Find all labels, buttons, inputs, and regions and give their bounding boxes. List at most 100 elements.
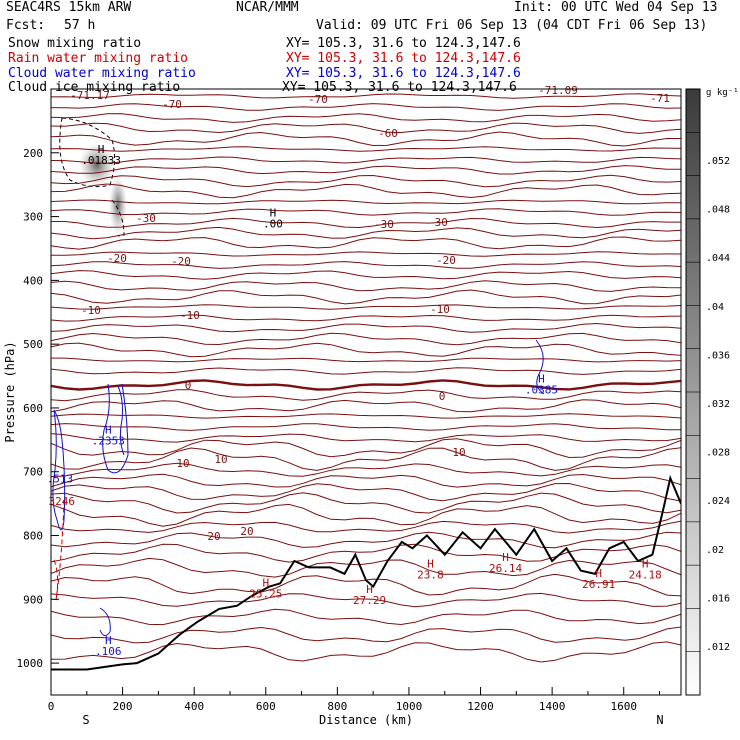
temperature-contour [51,270,681,280]
y-tick-label: 600 [23,402,43,415]
cloud-water-max-marker: H [105,423,112,436]
temperature-contour [51,113,681,123]
y-tick-label: 1000 [17,657,44,670]
temperature-contour [51,314,681,322]
rain-max-marker: H [366,583,373,596]
temperature-label: -30 [136,212,156,225]
plot-frame [50,88,682,696]
temperature-contour [51,503,681,527]
temperature-contour [51,122,681,134]
snow-max-marker: H [270,207,277,220]
field-label-cloud-water: Cloud water mixing ratio [8,66,196,81]
colorbar-tick-label: .044 [706,253,730,264]
snow-max-value: .01833 [81,154,121,167]
terrain-line [51,474,681,671]
temperature-contour [51,280,681,292]
y-tick-label: 900 [23,593,43,606]
temperature-contour [51,399,681,413]
temperature-label: -30 [428,216,448,229]
x-tick-label: 1400 [539,700,566,713]
temperature-contour [51,482,681,502]
temperature-contour [51,531,681,549]
temperature-contour [51,626,681,644]
temperature-contour [51,462,681,478]
temperature-label: -20 [436,254,456,267]
center-title: NCAR/MMM [236,0,299,15]
y-tick-label: 500 [23,338,43,351]
cloud-water-contour [535,339,545,395]
temperature-contour [51,592,681,608]
x-tick-label: 1600 [610,700,637,713]
snow-max-marker: H [98,143,105,156]
temperature-contour [51,433,681,443]
rain-max-value: 3246 [48,495,75,508]
cloud-water-max-marker: H [538,372,545,385]
temperature-label: 0 [185,379,192,392]
x-tick-label: 1000 [396,700,423,713]
x-axis-title: Distance (km) [319,713,413,727]
cloud-water-contour [102,383,129,474]
rain-max-value: 26.91 [582,578,615,591]
forecast-hours: 57 h [64,18,96,33]
temperature-label: -20 [171,255,191,268]
temperature-label: -70 [308,93,328,106]
rain-max-marker: H [262,577,269,590]
colorbar-tick-label: .016 [706,593,730,604]
temperature-contour [51,342,681,358]
colorbar-tick-label: .028 [706,448,730,459]
temperature-label: -30 [374,218,394,231]
temperature-label: -60 [378,127,398,140]
colorbar-tick-label: .024 [706,496,730,507]
temperature-contour [51,183,681,199]
temperature-label: -71.09 [538,84,578,97]
temperature-contour [51,379,681,391]
temperature-contour [51,131,681,147]
temperature-label: -10 [430,303,450,316]
temperature-contour [51,289,681,305]
temperature-contour [51,641,681,663]
temperature-contour [51,543,681,563]
y-axis-title: Pressure (hPa) [3,341,17,442]
temperature-label: -70 [162,98,182,111]
y-tick-label: 800 [23,530,43,543]
temperature-contour [51,423,681,431]
temperature-label: -71 [650,92,670,105]
y-tick-label: 700 [23,466,43,479]
cloud-ice-contour [59,117,116,188]
temperature-contour [51,156,681,164]
cloud-water-contour [117,385,125,456]
temperature-label: 20 [207,530,220,543]
x-tick-label: 1200 [467,700,494,713]
rain-max-marker: H [642,557,649,570]
rain-water-contour [55,499,65,601]
rain-max-value: 27.29 [353,594,386,607]
temperature-contour [51,438,681,459]
field-xy-snow: XY= 105.3, 31.6 to 124.3,147.6 [286,36,521,51]
field-xy-rain: XY= 105.3, 31.6 to 124.3,147.6 [286,51,521,66]
temperature-contour [51,208,681,216]
temperature-contour [51,217,681,229]
init-time: Init: 00 UTC Wed 04 Sep 13 [514,0,718,15]
rain-max-value: 26.14 [489,562,522,575]
temperature-contour [51,608,681,626]
temperature-contour [51,447,681,471]
temperature-label: 10 [452,446,465,459]
field-xy-cloud-ice: XY= 105.3, 31.6 to 124.3,147.6 [282,80,517,95]
temperature-label: -10 [81,304,101,317]
colorbar-tick-label: .052 [706,156,730,167]
colorbar-tick-label: .04 [706,302,724,313]
temperature-label: 10 [176,457,189,470]
snow-max-value: .00 [263,218,283,231]
temperature-contour [51,332,681,346]
x-tick-label: 0 [48,700,55,713]
x-tick-label: 600 [256,700,276,713]
forecast-label: Fcst: [6,18,46,33]
cloud-water-max-value: .106 [95,645,122,658]
y-tick-label: 400 [23,274,43,287]
temperature-label: -10 [180,309,200,322]
x-tick-label: 400 [184,700,204,713]
temperature-contour [51,322,681,333]
north-label: N [656,713,663,727]
cloud-water-max-marker: H [105,634,112,647]
